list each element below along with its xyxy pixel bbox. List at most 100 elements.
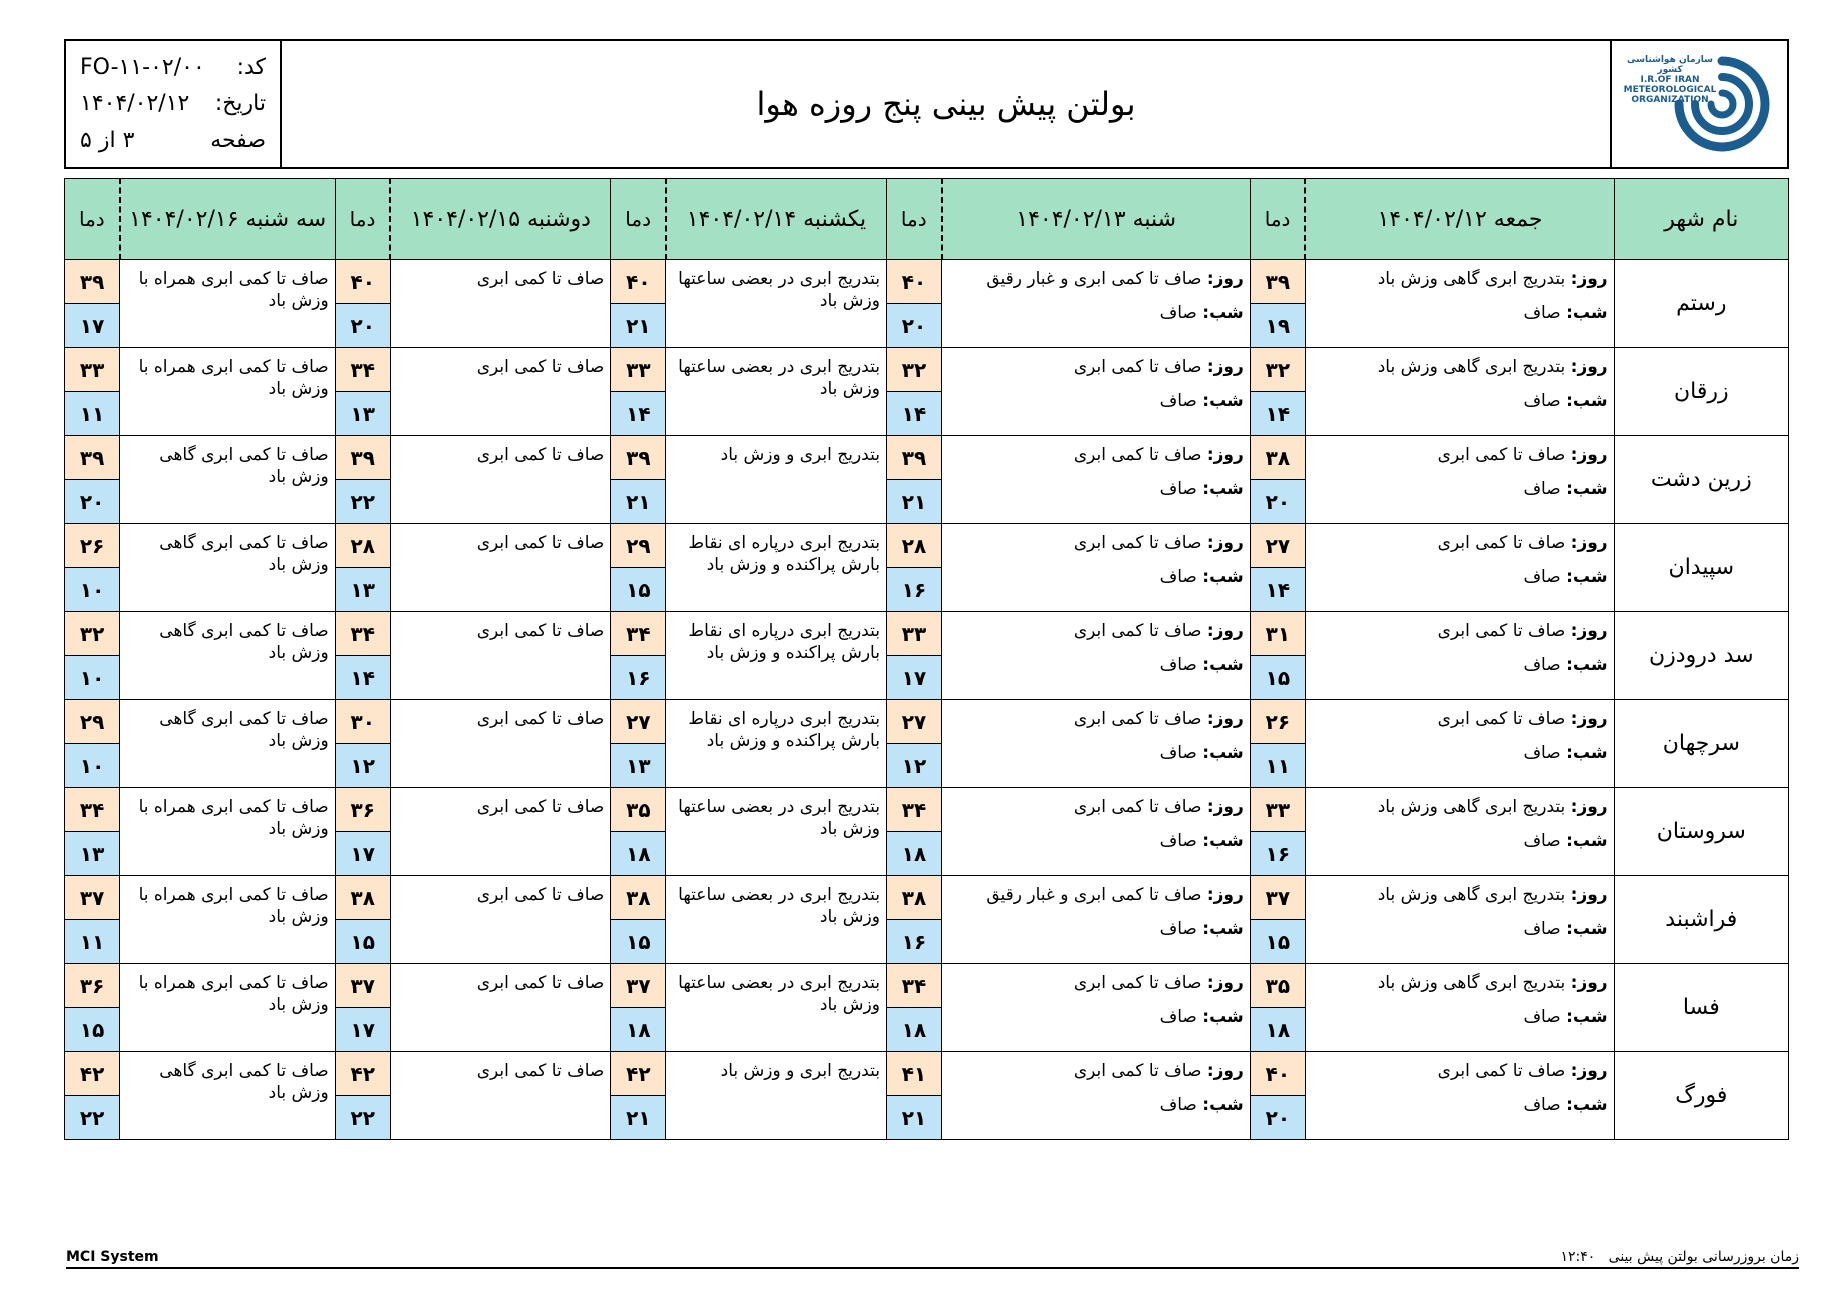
- day-5-min-temp: ۱۰: [63, 567, 121, 612]
- day-1-day-condition: روز: صاف تا کمی ابری: [1438, 445, 1608, 465]
- city-name: سرچهان: [1613, 699, 1790, 788]
- day-2-header: شنبه ۱۴۰۴/۰۲/۱۳: [940, 178, 1251, 260]
- day-1-night-condition: شب: صاف: [1312, 742, 1607, 764]
- day-label: روز:: [1570, 533, 1608, 553]
- day-1-max-temp: ۳۳: [1249, 787, 1306, 832]
- day-1-min-temp: ۱۴: [1249, 391, 1306, 436]
- day-3-min-temp: ۲۱: [610, 1095, 667, 1140]
- day-label: روز:: [1206, 973, 1244, 993]
- table-row-min: ۲۰ ۲۱ ۲۱ ۲۲ ۲۲: [63, 1095, 1789, 1140]
- code-label: کد:: [236, 54, 266, 80]
- day-1-day-text: صاف تا کمی ابری: [1437, 1061, 1566, 1081]
- day-2-day-text: صاف تا کمی ابری و غبار رقیق: [986, 269, 1202, 289]
- day-label: روز:: [1570, 621, 1608, 641]
- day-2-condition: روز: صاف تا کمی ابری و غبار رقیق شب: صاف: [941, 875, 1251, 964]
- day-1-night-condition: شب: صاف: [1312, 830, 1607, 852]
- day-5-max-temp: ۴۲: [63, 1051, 121, 1096]
- day-5-max-temp: ۳۳: [63, 347, 121, 392]
- day-1-day-condition: روز: صاف تا کمی ابری: [1438, 1061, 1608, 1081]
- night-label: شب:: [1566, 1095, 1608, 1115]
- logo-text-fa: سازمان هواشناسی کشور: [1626, 55, 1713, 75]
- day-2-max-temp: ۳۴: [885, 787, 943, 832]
- day-2-day-condition: روز: صاف تا کمی ابری: [1074, 621, 1244, 641]
- day-2-condition: روز: صاف تا کمی ابری شب: صاف: [941, 699, 1251, 788]
- city-name: فراشبند: [1613, 875, 1790, 964]
- night-label: شب:: [1202, 1095, 1244, 1115]
- update-info: زمان بروزرسانی بولتن پیش بینی ۱۲:۴۰: [1561, 1249, 1800, 1265]
- day-2-min-temp: ۲۱: [885, 1095, 943, 1140]
- city-name: زرین دشت: [1613, 435, 1790, 524]
- city-name: سد درودزن: [1613, 611, 1790, 700]
- day-1-condition: روز: بتدریج ابری گاهی وزش باد شب: صاف: [1304, 259, 1615, 348]
- day-1-max-temp: ۳۱: [1249, 611, 1306, 656]
- day-5-max-temp: ۳۷: [63, 875, 121, 920]
- day-1-max-temp: ۳۲: [1249, 347, 1306, 392]
- day-1-day-condition: روز: صاف تا کمی ابری: [1438, 709, 1608, 729]
- night-label: شب:: [1202, 303, 1244, 323]
- day-5-max-temp: ۳۴: [63, 787, 121, 832]
- logo-text: سازمان هواشناسی کشور I.R.OF IRAN METEORO…: [1620, 55, 1720, 105]
- table-row-min: ۱۵ ۱۷ ۱۶ ۱۴ ۱۰: [63, 655, 1789, 700]
- day-2-night-text: صاف: [1159, 1095, 1197, 1115]
- day-2-min-temp: ۱۲: [885, 743, 943, 788]
- night-label: شب:: [1202, 391, 1244, 411]
- table-row: سپیدان روز: صاف تا کمی ابری شب: صاف ۲۷ روز: …: [63, 523, 1790, 612]
- day-2-day-text: صاف تا کمی ابری: [1073, 621, 1202, 641]
- city-name: فورگ: [1613, 1051, 1790, 1140]
- day-label: روز:: [1570, 269, 1608, 289]
- day-1-condition: روز: بتدریج ابری گاهی وزش باد شب: صاف: [1304, 963, 1615, 1052]
- day-1-night-text: صاف: [1523, 1007, 1561, 1027]
- day-4-header: دوشنبه ۱۴۰۴/۰۲/۱۵: [389, 178, 612, 260]
- day-4-min-temp: ۱۳: [334, 567, 391, 612]
- day-4-max-temp: ۳۸: [334, 875, 391, 920]
- day-5-temp-header: دما: [63, 178, 121, 260]
- day-4-condition: صاف تا کمی ابری: [389, 347, 612, 436]
- day-3-condition: بتدریج ابری درپاره ای نقاط بارش پراکنده …: [665, 611, 887, 700]
- day-1-day-text: بتدریج ابری گاهی وزش باد: [1377, 357, 1566, 377]
- day-2-day-text: صاف تا کمی ابری: [1073, 797, 1202, 817]
- day-4-min-temp: ۱۷: [334, 1007, 391, 1052]
- day-2-day-text: صاف تا کمی ابری: [1073, 357, 1202, 377]
- day-4-min-temp: ۱۷: [334, 831, 391, 876]
- day-3-temp-header: دما: [610, 178, 667, 260]
- day-2-max-temp: ۴۱: [885, 1051, 943, 1096]
- day-3-max-temp: ۳۸: [610, 875, 667, 920]
- day-5-condition: صاف تا کمی ابری گاهی وزش باد: [119, 699, 336, 788]
- day-4-min-temp: ۱۲: [334, 743, 391, 788]
- day-label: روز:: [1570, 1061, 1608, 1081]
- day-1-min-temp: ۱۶: [1249, 831, 1306, 876]
- night-label: شب:: [1202, 1007, 1244, 1027]
- system-name: MCI System: [66, 1249, 159, 1265]
- document-meta: کد: FO-۱۱-۰۲/۰۰ تاریخ: ۱۴۰۴/۰۲/۱۲ صفحه ۳…: [66, 41, 282, 167]
- page-row: صفحه ۳ از ۵: [80, 128, 266, 153]
- day-3-header: یکشنبه ۱۴۰۴/۰۲/۱۴: [664, 178, 887, 260]
- day-2-day-condition: روز: صاف تا کمی ابری: [1074, 445, 1244, 465]
- day-2-night-text: صاف: [1159, 919, 1197, 939]
- day-4-condition: صاف تا کمی ابری: [389, 699, 612, 788]
- day-3-max-temp: ۳۵: [610, 787, 667, 832]
- day-1-max-temp: ۳۸: [1249, 435, 1306, 480]
- day-3-max-temp: ۴۰: [610, 259, 667, 304]
- table-row-min: ۱۴ ۱۴ ۱۴ ۱۳ ۱۱: [63, 391, 1789, 436]
- day-2-min-temp: ۱۸: [885, 1007, 943, 1052]
- day-5-condition: صاف تا کمی ابری همراه با وزش باد: [119, 787, 336, 876]
- day-label: روز:: [1206, 357, 1244, 377]
- day-3-condition: بتدریج ابری و وزش باد: [665, 1051, 887, 1140]
- day-2-day-text: صاف تا کمی ابری: [1073, 709, 1202, 729]
- day-4-max-temp: ۳۰: [334, 699, 391, 744]
- day-2-max-temp: ۳۴: [885, 963, 943, 1008]
- night-label: شب:: [1566, 919, 1608, 939]
- city-name: سروستان: [1613, 787, 1790, 876]
- day-label: روز:: [1206, 885, 1244, 905]
- day-1-day-condition: روز: بتدریج ابری گاهی وزش باد: [1378, 357, 1608, 377]
- day-1-max-temp: ۳۷: [1249, 875, 1306, 920]
- day-2-night-text: صاف: [1159, 479, 1197, 499]
- day-1-night-text: صاف: [1523, 919, 1561, 939]
- day-3-condition: بتدریج ابری درپاره ای نقاط بارش پراکنده …: [665, 699, 887, 788]
- table-row: فسا روز: بتدریج ابری گاهی وزش باد شب: صاف ۳…: [63, 963, 1790, 1052]
- day-2-max-temp: ۳۲: [885, 347, 943, 392]
- day-2-day-text: صاف تا کمی ابری: [1073, 973, 1202, 993]
- day-2-day-condition: روز: صاف تا کمی ابری و غبار رقیق: [986, 885, 1243, 905]
- day-5-max-temp: ۳۹: [63, 435, 121, 480]
- day-3-min-temp: ۱۵: [610, 919, 667, 964]
